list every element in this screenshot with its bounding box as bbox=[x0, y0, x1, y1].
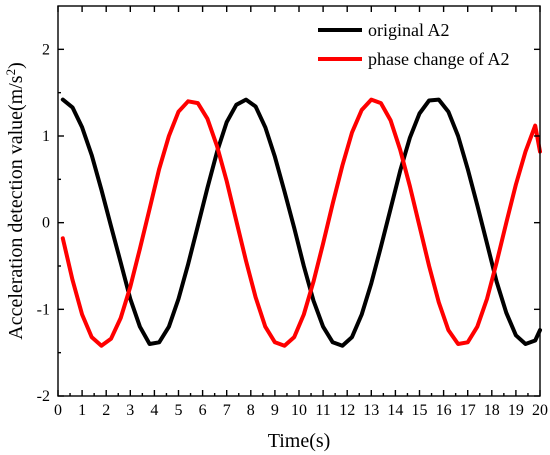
series-layer bbox=[60, 97, 542, 348]
x-tick-label: 2 bbox=[102, 402, 110, 419]
x-tick-label: 14 bbox=[387, 402, 403, 419]
x-tick-label: 11 bbox=[315, 402, 330, 419]
y-tick-label: 0 bbox=[42, 215, 50, 232]
y-tick-label: 1 bbox=[42, 128, 50, 145]
x-tick-label: 3 bbox=[126, 402, 134, 419]
x-tick-label: 4 bbox=[150, 402, 158, 419]
x-tick-label: 12 bbox=[339, 402, 355, 419]
y-axis-label-main: Acceleration detection value(m/s bbox=[5, 75, 27, 340]
x-tick-label: 20 bbox=[532, 402, 548, 419]
x-tick-label: 7 bbox=[223, 402, 231, 419]
x-tick-label: 15 bbox=[412, 402, 428, 419]
y-axis-label-close: ) bbox=[5, 62, 27, 69]
x-tick-label: 18 bbox=[484, 402, 500, 419]
y-tick-label: -2 bbox=[37, 388, 50, 405]
x-tick-label: 6 bbox=[199, 402, 207, 419]
y-tick-label: -1 bbox=[37, 301, 50, 318]
y-axis-label-superscript: 2 bbox=[3, 69, 18, 76]
x-tick-label: 19 bbox=[508, 402, 524, 419]
x-tick-label: 9 bbox=[271, 402, 279, 419]
x-tick-label: 1 bbox=[78, 402, 86, 419]
legend: original A2 phase change of A2 bbox=[318, 20, 509, 69]
x-tick-label: 0 bbox=[54, 402, 62, 419]
y-tick-label: 2 bbox=[42, 41, 50, 58]
x-axis-label: Time(s) bbox=[268, 430, 331, 452]
x-tick-label: 17 bbox=[460, 402, 476, 419]
legend-label-phase-change: phase change of A2 bbox=[368, 49, 509, 69]
x-tick-label: 16 bbox=[436, 402, 452, 419]
series-line-phase-change bbox=[60, 97, 542, 348]
legend-label-original-a2: original A2 bbox=[368, 20, 450, 40]
x-tick-label: 5 bbox=[175, 402, 183, 419]
y-axis-label: Acceleration detection value(m/s2) bbox=[3, 62, 28, 340]
x-tick-label: 13 bbox=[363, 402, 379, 419]
x-tick-label: 10 bbox=[291, 402, 307, 419]
series-line-original-a2 bbox=[60, 97, 542, 348]
x-tick-label: 8 bbox=[247, 402, 255, 419]
